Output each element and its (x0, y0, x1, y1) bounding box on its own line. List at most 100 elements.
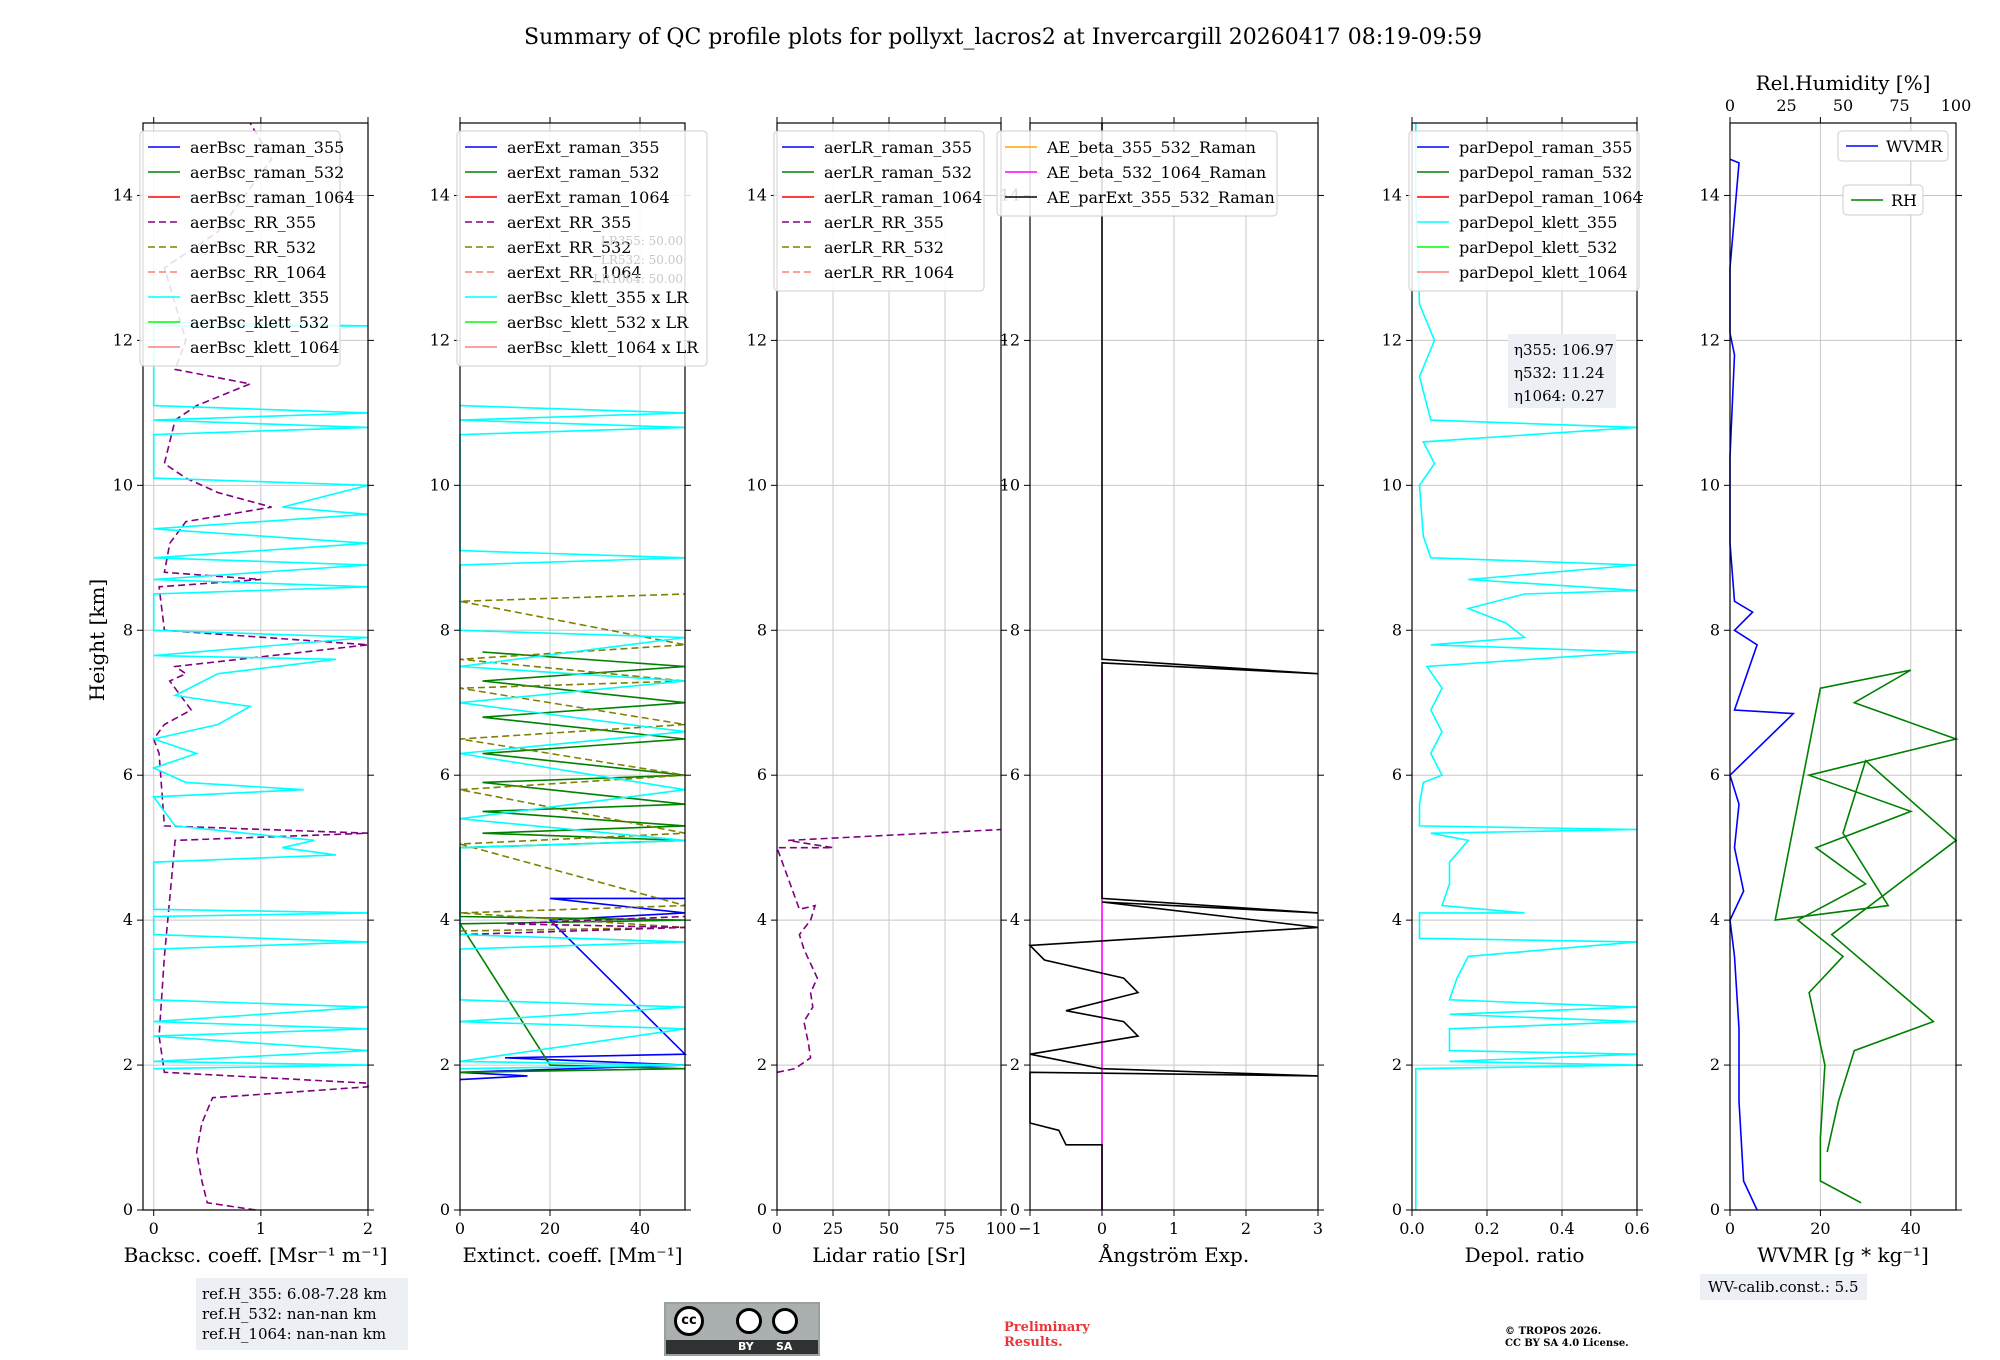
legend-label: parDepol_raman_1064 (1459, 188, 1643, 207)
y-tick-label: 0 (1392, 1200, 1402, 1219)
legend-label: AE_beta_532_1064_Raman (1046, 163, 1266, 182)
y-tick-label: 10 (747, 475, 767, 494)
wv-calibration-constant: WV-calib.const.: 5.5 (1700, 1274, 1867, 1300)
y-tick-label: 2 (1392, 1055, 1402, 1074)
y-tick-label: 6 (440, 765, 450, 784)
y-tick-label: 6 (1010, 765, 1020, 784)
ref-height-355: ref.H_355: 6.08-7.28 km (202, 1285, 387, 1303)
y-tick-label: 2 (757, 1055, 767, 1074)
lidar-ratio-label: LR532: 50.00 (601, 253, 683, 267)
y-tick-label: 8 (123, 620, 133, 639)
share-alike-icon (772, 1308, 798, 1334)
legend-label: parDepol_raman_355 (1459, 138, 1632, 157)
x-tick-label: 75 (935, 1219, 955, 1238)
legend-label: aerExt_RR_1064 (507, 263, 642, 282)
legend-box (1408, 130, 1640, 292)
top-tick-label: 100 (1941, 96, 1972, 115)
y-tick-label: 6 (1710, 765, 1720, 784)
series-group (1729, 158, 1959, 1211)
lidar-ratio-label: LR355: 50.00 (601, 234, 683, 248)
y-tick-label: 10 (1700, 475, 1720, 494)
legend-label: aerBsc_raman_1064 (190, 188, 355, 207)
y-tick-label: 2 (440, 1055, 450, 1074)
y-tick-label: 10 (430, 475, 450, 494)
eta-label: η1064: 0.27 (1514, 387, 1604, 405)
legend-box (773, 130, 985, 292)
legend-label: aerBsc_RR_355 (190, 213, 316, 232)
y-tick-label: 0 (440, 1200, 450, 1219)
eta-label: η355: 106.97 (1514, 341, 1614, 359)
y-tick-label: 10 (113, 475, 133, 494)
legend-box (1837, 130, 1949, 162)
y-tick-label: 6 (1392, 765, 1402, 784)
axes-frame (142, 122, 369, 1211)
panel-water_vapor: 0 20 40 0 2 4 6 8 10 12 14 WVMR [g * kg⁻¹] 0 25 50 75 10… (1700, 71, 1972, 1267)
figure-title: Summary of QC profile plots for pollyxt_… (524, 25, 1482, 50)
y-tick-label: 4 (123, 910, 133, 929)
series-group (1028, 123, 1319, 1210)
legend-label: aerLR_RR_355 (824, 213, 944, 232)
legend-label: AE_parExt_355_532_Raman (1046, 188, 1275, 207)
y-tick-label: 2 (123, 1055, 133, 1074)
preliminary-results-note: Preliminary Results. (1004, 1320, 1124, 1350)
legend-label: aerLR_raman_355 (824, 138, 972, 157)
sa-label: SA (776, 1340, 793, 1353)
legend-label: aerBsc_klett_532 x LR (507, 313, 689, 332)
x-tick-label: 40 (630, 1219, 650, 1238)
y-tick-label: 12 (1000, 330, 1020, 349)
y-tick-label: 12 (430, 330, 450, 349)
x-tick-label: 25 (823, 1219, 843, 1238)
x-tick-label: 20 (540, 1219, 560, 1238)
preliminary-line-2: Results. (1004, 1335, 1063, 1350)
legend-label: aerLR_raman_532 (824, 163, 972, 182)
legend-label: aerBsc_klett_355 (190, 288, 329, 307)
series-aerBsc_RR_355 (152, 122, 369, 1211)
eta-annotation: η355: 106.97 η532: 11.24 η1064: 0.27 (1508, 334, 1616, 408)
y-tick-label: 0 (757, 1200, 767, 1219)
legend-label: aerBsc_klett_1064 x LR (507, 338, 699, 357)
eta-label: η532: 11.24 (1514, 364, 1604, 382)
legend-label: aerExt_raman_1064 (507, 188, 670, 207)
copyright-note: © TROPOS 2026. CC BY SA 4.0 License. (1505, 1326, 1685, 1350)
series-aerExt_RR_355 (459, 915, 686, 936)
y-tick-label: 14 (430, 185, 450, 204)
y-tick-label: 4 (757, 910, 767, 929)
series-aerBsc_klett_355 (150, 321, 369, 1070)
series-AE_parExt_355_532_Raman (1028, 123, 1319, 1210)
legend-label: aerBsc_klett_355 x LR (507, 288, 689, 307)
y-tick-label: 8 (757, 620, 767, 639)
x-tick-label: 2 (363, 1219, 373, 1238)
x-tick-label: 0.2 (1474, 1219, 1499, 1238)
x-tick-label: 0.0 (1399, 1219, 1424, 1238)
copyright-line-1: © TROPOS 2026. (1505, 1326, 1602, 1337)
x-tick-label: 0 (772, 1219, 782, 1238)
top-tick-label: 0 (1725, 96, 1735, 115)
legend-label: aerExt_raman_355 (507, 138, 660, 157)
y-tick-label: 4 (1710, 910, 1720, 929)
panel-angstrom: −1012302468101214Ångström Exp.AE_beta_35… (996, 117, 1324, 1267)
x-axis-label: Lidar ratio [Sr] (812, 1243, 966, 1267)
legend-label: aerBsc_RR_532 (190, 238, 316, 257)
legend-label: parDepol_klett_532 (1459, 238, 1617, 257)
panel-extinction: 0 20 40 0 2 4 6 8 10 12 14 Extinct. coeff. [Mm⁻¹] ae… (430, 117, 708, 1267)
panel-depolarization: 0.0 0.2 0.4 0.6 0 2 4 6 8 10 12 14 Depol. ratio parDe… (1382, 117, 1650, 1267)
y-tick-label: 2 (1710, 1055, 1720, 1074)
y-tick-label: 14 (747, 185, 767, 204)
copyright-line-2: CC BY SA 4.0 License. (1505, 1338, 1629, 1349)
x-axis-label: Backsc. coeff. [Msr⁻¹ m⁻¹] (124, 1243, 388, 1267)
legend-label: parDepol_raman_532 (1459, 163, 1632, 182)
y-tick-label: 12 (1700, 330, 1720, 349)
y-tick-label: 6 (123, 765, 133, 784)
x-tick-label: −1 (1018, 1219, 1042, 1238)
y-tick-label: 12 (747, 330, 767, 349)
series-group (150, 122, 369, 1211)
y-axis-label: Height [km] (85, 579, 109, 701)
lidar-ratio-label: LR1064: 50.00 (593, 272, 683, 286)
legend-label: aerBsc_raman_355 (190, 138, 344, 157)
legend-label: parDepol_klett_1064 (1459, 263, 1628, 282)
y-tick-label: 12 (113, 330, 133, 349)
x-tick-label: 0 (1725, 1219, 1735, 1238)
legend-label: aerBsc_raman_532 (190, 163, 344, 182)
y-tick-label: 0 (1010, 1200, 1020, 1219)
